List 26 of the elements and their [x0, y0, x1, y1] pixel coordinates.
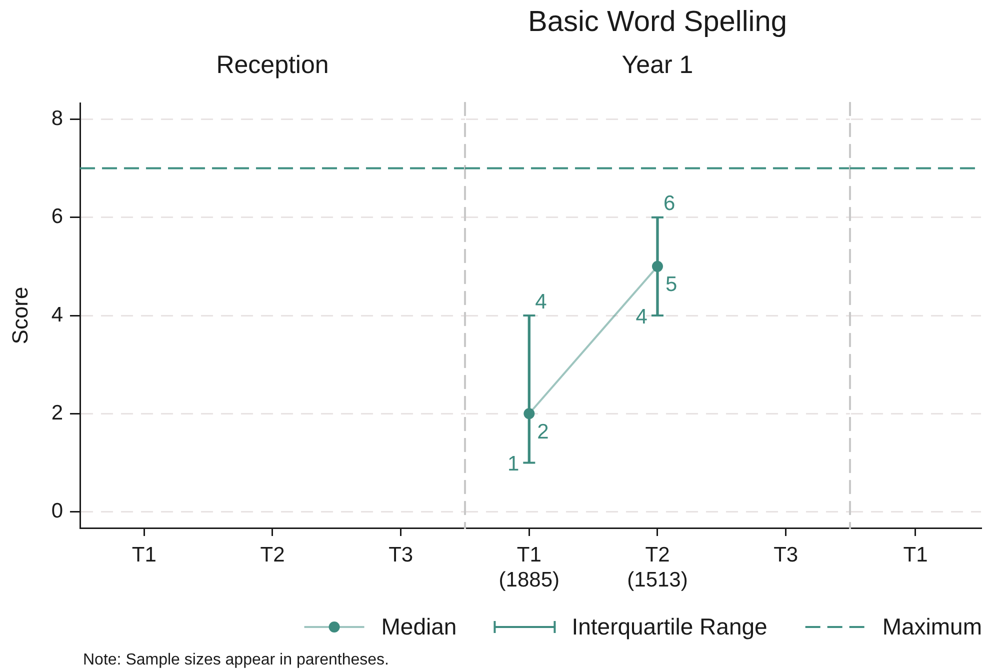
annotation: 4	[535, 290, 548, 314]
chart-subtitle: Year 1	[622, 50, 694, 79]
x-tick-label: T1	[903, 543, 928, 566]
annotation: 6	[663, 192, 676, 216]
annotation: 4	[636, 305, 648, 328]
y-tick-label: 2	[51, 401, 63, 424]
annotation: 1	[507, 452, 520, 476]
y-tick-label: 0	[51, 500, 63, 523]
y-axis-title: Score	[7, 286, 32, 344]
legend-label: Maximum	[882, 613, 982, 640]
legend-label: Interquartile Range	[572, 613, 768, 640]
x-tick-label: T2 (1513)	[627, 543, 688, 592]
y-tick-label: 8	[51, 106, 63, 130]
text: Note: Sample sizes appear in parentheses.	[83, 651, 389, 668]
data-label: 5	[665, 273, 678, 296]
chart-subtitle: Reception	[216, 50, 329, 79]
x-tick-label: T1	[132, 543, 156, 566]
chart-title: Basic Word Spelling	[528, 6, 787, 38]
legend-label: Median	[381, 613, 457, 640]
x-tick-label: T3	[774, 543, 798, 566]
data-label: 2	[537, 420, 549, 444]
x-tick-label: T3	[388, 543, 414, 566]
x-tick-label: T2	[260, 543, 285, 566]
y-tick-label: 4	[51, 303, 64, 326]
y-tick-label: 6	[51, 205, 63, 228]
x-tick-label: T1 (1885)	[498, 543, 560, 592]
